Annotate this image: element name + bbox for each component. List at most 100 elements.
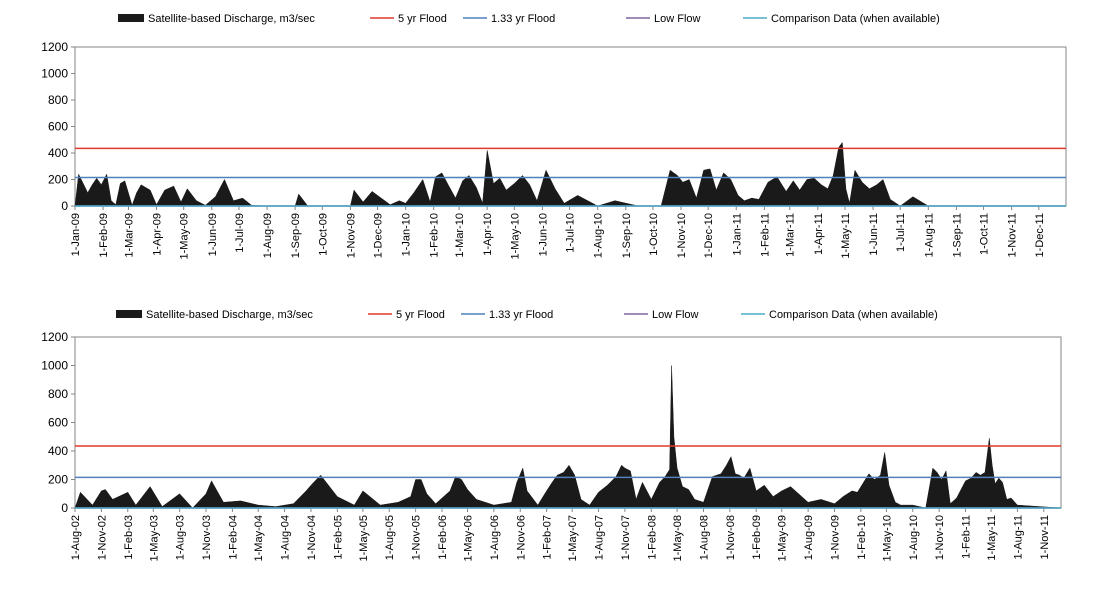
- y-tick-label: 1000: [41, 359, 68, 373]
- y-tick-label: 600: [48, 120, 68, 134]
- y-tick-label: 400: [48, 146, 68, 160]
- x-tick-label: 1-Feb-10: [856, 515, 868, 560]
- x-tick-label: 1-Jan-10: [401, 213, 413, 256]
- x-tick-label: 1-Sep-10: [621, 213, 633, 258]
- x-tick-label: 1-Jun-09: [207, 213, 219, 256]
- x-tick-label: 1-Nov-06: [515, 515, 527, 560]
- legend-label-comparison: Comparison Data (when available): [769, 309, 938, 321]
- y-tick-label: 1200: [41, 40, 68, 54]
- x-tick-label: 1-Feb-11: [759, 213, 771, 257]
- x-tick-label: 1-Feb-04: [227, 515, 239, 560]
- x-tick-label: 1-Nov-11: [1039, 515, 1051, 559]
- legend-label-flood5: 5 yr Flood: [398, 13, 447, 25]
- legend: Satellite-based Discharge, m3/sec 5 yr F…: [118, 13, 940, 25]
- y-tick-label: 0: [61, 501, 68, 515]
- x-tick-label: 1-Aug-04: [280, 515, 292, 560]
- y-tick-label: 800: [48, 387, 68, 401]
- x-tick-label: 1-Aug-11: [1012, 515, 1024, 559]
- x-tick-label: 1-May-09: [179, 213, 191, 259]
- x-tick-label: 1-Mar-10: [454, 213, 466, 258]
- x-tick-label: 1-Nov-04: [306, 515, 318, 560]
- x-tick-label: 1-Jul-10: [565, 213, 577, 253]
- x-tick-label: 1-May-11: [840, 213, 852, 259]
- legend-swatch-discharge: [116, 310, 142, 318]
- x-tick-label: 1-Feb-11: [961, 515, 973, 559]
- x-tick-label: 1-Nov-03: [201, 515, 213, 560]
- x-tick-label: 1-Oct-10: [648, 213, 660, 256]
- y-tick-label: 400: [48, 444, 68, 458]
- x-tick-label: 1-Nov-11: [1007, 213, 1019, 257]
- x-tick-label: 1-Feb-08: [646, 515, 658, 560]
- y-tick-label: 600: [48, 416, 68, 430]
- x-tick-label: 1-Nov-09: [345, 213, 357, 258]
- x-tick-label: 1-Aug-02: [70, 515, 82, 560]
- x-tick-label: 1-Dec-11: [1034, 213, 1046, 257]
- x-tick-label: 1-May-05: [358, 515, 370, 561]
- x-tick-label: 1-Feb-03: [123, 515, 135, 560]
- y-tick-label: 1200: [41, 330, 68, 344]
- x-tick-label: 1-Apr-10: [482, 213, 494, 256]
- x-tick-label: 1-Aug-06: [489, 515, 501, 560]
- x-tick-label: 1-Jul-11: [895, 213, 907, 252]
- series-discharge-area: [74, 365, 1062, 509]
- x-tick-label: 1-Aug-09: [262, 213, 274, 258]
- x-tick-label: 1-Sep-09: [290, 213, 302, 258]
- x-tick-label: 1-May-07: [567, 515, 579, 561]
- legend-label-discharge: Satellite-based Discharge, m3/sec: [146, 309, 313, 321]
- y-tick-label: 1000: [41, 67, 68, 81]
- x-tick-label: 1-Jan-11: [731, 213, 743, 256]
- x-tick-label: 1-Aug-10: [593, 213, 605, 258]
- x-tick-label: 1-Feb-05: [332, 515, 344, 560]
- legend-label-lowflow: Low Flow: [652, 309, 699, 321]
- legend-label-flood5: 5 yr Flood: [396, 309, 445, 321]
- legend-label-flood133: 1.33 yr Flood: [489, 309, 553, 321]
- legend-label-discharge: Satellite-based Discharge, m3/sec: [148, 13, 315, 25]
- x-tick-label: 1-Dec-10: [703, 213, 715, 258]
- x-tick-label: 1-Nov-10: [676, 213, 688, 258]
- x-tick-label: 1-Aug-11: [923, 213, 935, 257]
- x-tick-label: 1-May-04: [253, 515, 265, 561]
- x-tick-label: 1-Aug-05: [384, 515, 396, 560]
- x-tick-label: 1-Feb-07: [542, 515, 554, 560]
- x-tick-label: 1-Nov-05: [411, 515, 423, 560]
- x-tick-label: 1-Jun-10: [537, 213, 549, 256]
- x-tick-label: 1-Aug-09: [803, 515, 815, 560]
- legend-label-lowflow: Low Flow: [654, 13, 701, 25]
- y-tick-label: 0: [61, 199, 68, 213]
- x-tick-label: 1-Aug-08: [698, 515, 710, 560]
- x-tick-label: 1-Nov-10: [934, 515, 946, 560]
- x-tick-label: 1-Aug-03: [175, 515, 187, 560]
- x-tick-label: 1-May-08: [672, 515, 684, 561]
- x-tick-label: 1-Feb-09: [98, 213, 110, 258]
- x-tick-label: 1-Aug-07: [594, 515, 606, 560]
- chart-top: Satellite-based Discharge, m3/sec 5 yr F…: [41, 13, 1067, 259]
- y-tick-label: 800: [48, 93, 68, 107]
- x-tick-label: 1-May-11: [986, 515, 998, 561]
- x-tick-label: 1-Mar-11: [785, 213, 797, 257]
- x-tick-label: 1-Feb-06: [437, 515, 449, 560]
- x-tick-label: 1-May-09: [777, 515, 789, 561]
- legend-label-flood133: 1.33 yr Flood: [491, 13, 555, 25]
- x-tick-label: 1-Aug-10: [908, 515, 920, 560]
- x-tick-label: 1-Feb-10: [429, 213, 441, 258]
- x-tick-label: 1-Jun-11: [868, 213, 880, 256]
- y-tick-label: 200: [48, 473, 68, 487]
- y-tick-label: 200: [48, 173, 68, 187]
- x-tick-label: 1-Nov-08: [725, 515, 737, 560]
- x-tick-label: 1-Nov-09: [829, 515, 841, 560]
- x-tick-label: 1-May-10: [509, 213, 521, 259]
- x-tick-label: 1-May-03: [148, 515, 160, 561]
- x-tick-label: 1-Jul-09: [234, 213, 246, 253]
- x-tick-label: 1-Nov-02: [96, 515, 108, 560]
- x-tick-label: 1-Sep-11: [951, 213, 963, 257]
- x-tick-label: 1-Jan-09: [70, 213, 82, 256]
- x-tick-label: 1-May-10: [881, 515, 893, 561]
- legend-swatch-discharge: [118, 14, 144, 22]
- x-tick-label: 1-Dec-09: [373, 213, 385, 258]
- legend-label-comparison: Comparison Data (when available): [771, 13, 940, 25]
- series-discharge-area: [74, 141, 1066, 207]
- x-tick-label: 1-Feb-09: [751, 515, 763, 560]
- chart-bottom: Satellite-based Discharge, m3/sec 5 yr F…: [41, 309, 1062, 561]
- x-tick-label: 1-May-06: [463, 515, 475, 561]
